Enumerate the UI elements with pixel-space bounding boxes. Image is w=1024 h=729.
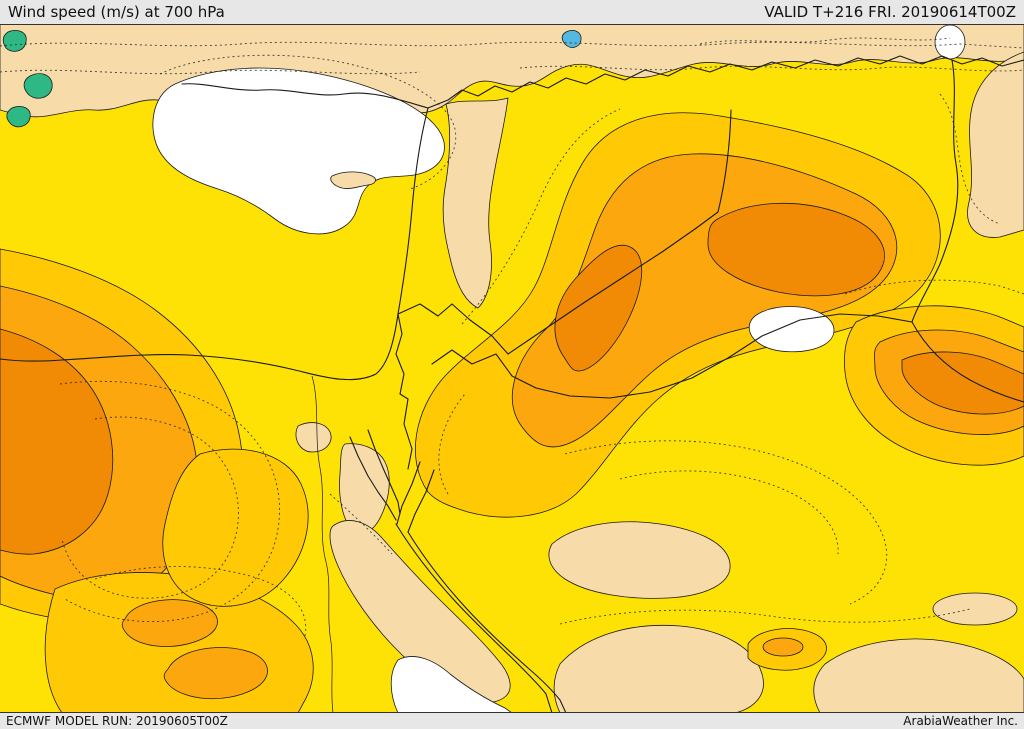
tan-zone-levant-coast — [442, 97, 509, 309]
coastline-red-sea-east — [407, 531, 567, 713]
tan-zone-northeast — [967, 51, 1024, 238]
model-run-label: ECMWF MODEL RUN: 20190605T00Z — [6, 714, 228, 728]
credit-label: ArabiaWeather Inc. — [903, 714, 1018, 728]
nile-river — [311, 375, 334, 713]
tan-zone-nile-delta — [295, 422, 332, 453]
coastline-gulf-aqaba-east — [407, 469, 435, 533]
dotted-contour — [438, 393, 466, 495]
orange-blob-southwest-a — [121, 599, 218, 647]
dotted-contour — [0, 69, 421, 75]
footer-bar: ECMWF MODEL RUN: 20190605T00Z ArabiaWeat… — [0, 713, 1024, 729]
coastline-gulf-suez-west — [349, 436, 397, 521]
calm-zone-mid-east — [748, 306, 835, 353]
coastline-red-sea-west — [395, 523, 553, 713]
coastline-levant-egypt — [0, 107, 429, 381]
tan-zone-southeast-corner — [813, 638, 1024, 713]
border-turkey-south — [427, 55, 1024, 109]
country-borders — [0, 55, 1024, 713]
calm-zone-anatolia — [152, 67, 445, 235]
dotted-contour — [59, 380, 280, 623]
cyprus-island — [330, 171, 376, 189]
dotted-contour — [94, 566, 307, 637]
dotted-contour — [0, 41, 1024, 49]
dotted-contour — [559, 608, 971, 625]
dotted-contour — [61, 416, 239, 599]
dotted-contour-lines — [0, 37, 1024, 637]
tan-zone-red-sea — [329, 520, 511, 703]
calm-zone-topright — [934, 24, 966, 60]
header-bar: Wind speed (m/s) at 700 hPa VALID T+216 … — [0, 0, 1024, 24]
teal-patch-aegean-2 — [23, 73, 53, 99]
border-iraq-saudi — [431, 313, 913, 399]
dotted-contour — [461, 108, 621, 325]
tan-zone-east-small — [932, 592, 1018, 626]
valid-time-label: VALID T+216 FRI. 20190614T00Z — [764, 3, 1016, 21]
border-iraq-north — [717, 109, 732, 213]
dotted-contour — [699, 37, 951, 45]
tan-zone-central-arabia — [548, 521, 731, 599]
orange-blob-south-central — [762, 637, 804, 657]
dotted-contour — [159, 54, 457, 190]
dark-orange-core-jordan — [554, 244, 643, 372]
map-title: Wind speed (m/s) at 700 hPa — [8, 3, 225, 21]
coastline-gulf-aqaba-west — [396, 461, 421, 525]
orange-blob-southwest-b — [163, 647, 268, 700]
dark-orange-core-west — [0, 328, 114, 555]
border-iran-gulf — [911, 321, 1024, 403]
teal-patch-aegean-1 — [2, 30, 27, 52]
dark-orange-core-iraq — [707, 202, 885, 297]
border-jordan-valley — [395, 313, 413, 470]
wind-map-svg — [0, 24, 1024, 713]
map-area — [0, 24, 1024, 713]
teal-patch-aegean-3 — [6, 106, 31, 128]
coastline-turkey-south — [181, 83, 429, 109]
border-jordan-north — [397, 303, 509, 355]
border-iran-west — [911, 59, 959, 323]
coastline-gulf-suez-east — [367, 429, 401, 515]
contour-fill-regions — [0, 24, 1024, 713]
dark-orange-core-east — [901, 351, 1024, 415]
tan-zone-north-band — [0, 24, 1024, 118]
border-syria-iraq — [507, 211, 719, 355]
calm-zone-south-red-sea — [390, 656, 513, 713]
